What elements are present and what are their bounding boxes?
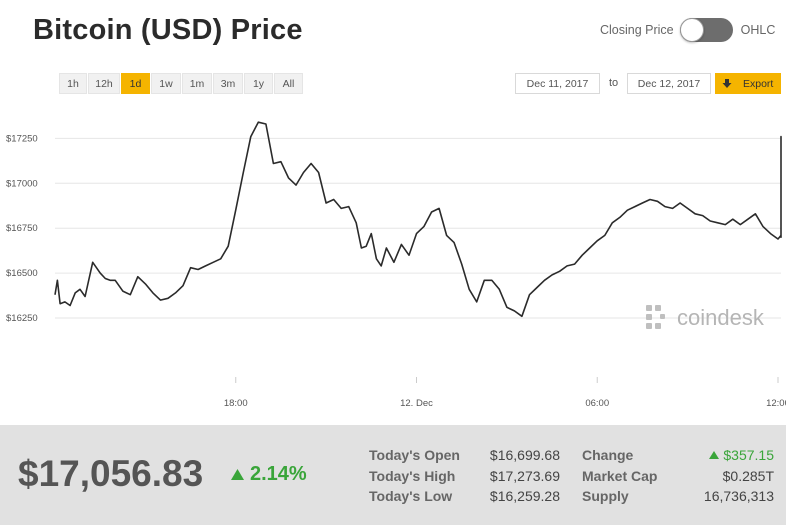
- range-button-1d[interactable]: 1d: [121, 73, 150, 94]
- stat-value-high: $17,273.69: [489, 468, 560, 484]
- stat-label-market-cap: Market Cap: [582, 468, 658, 484]
- stat-value-open: $16,699.68: [489, 447, 560, 463]
- coindesk-logo-icon: [646, 305, 665, 329]
- y-tick-label: $16500: [6, 268, 38, 279]
- stat-value-supply: 16,736,313: [703, 488, 774, 504]
- watermark-text: coindesk: [677, 305, 765, 330]
- stat-value-low: $16,259.28: [489, 488, 560, 504]
- time-range-selector: 1h 12h 1d 1w 1m 3m 1y All: [59, 73, 304, 94]
- range-button-1w[interactable]: 1w: [151, 73, 181, 94]
- range-button-12h[interactable]: 12h: [88, 73, 120, 94]
- ohlc-label: OHLC: [740, 23, 776, 37]
- stat-label-supply: Supply: [582, 488, 629, 504]
- range-button-all[interactable]: All: [274, 73, 303, 94]
- price-mode-toggle: Closing Price OHLC: [600, 18, 775, 42]
- stat-label-open: Today's Open: [369, 447, 460, 463]
- stat-value-change: $357.15: [709, 447, 774, 463]
- price-series-line: [54, 121, 782, 318]
- stat-value-market-cap: $0.285T: [722, 468, 774, 484]
- date-to-separator: to: [609, 77, 619, 89]
- percent-change: 2.14%: [231, 463, 307, 486]
- price-chart: $16250 $16500 $16750 $17000 $17250 18:00 12. …: [6, 121, 786, 409]
- range-button-1h[interactable]: 1h: [59, 73, 87, 94]
- coindesk-watermark: coindesk: [646, 305, 765, 330]
- range-button-1y[interactable]: 1y: [244, 73, 273, 94]
- export-label: Export: [743, 77, 774, 90]
- price-mode-switch[interactable]: [679, 18, 733, 42]
- up-arrow-icon: [709, 451, 720, 459]
- up-arrow-icon: [231, 469, 244, 480]
- range-button-1m[interactable]: 1m: [182, 73, 212, 94]
- range-button-3m[interactable]: 3m: [213, 73, 243, 94]
- stat-label-change: Change: [582, 447, 634, 463]
- closing-price-label: Closing Price: [600, 23, 674, 37]
- current-price: $17,056.83: [18, 453, 204, 494]
- y-axis-ticks: $16250 $16500 $16750 $17000 $17250: [6, 133, 38, 324]
- switch-knob[interactable]: [679, 18, 704, 42]
- page-title: Bitcoin (USD) Price: [33, 14, 303, 46]
- x-tick-label: 12:00: [766, 398, 786, 409]
- y-tick-label: $16250: [6, 313, 38, 324]
- y-tick-label: $17250: [6, 133, 38, 144]
- date-from-input[interactable]: Dec 11, 2017: [515, 73, 600, 94]
- x-axis-ticks: 18:00 12. Dec 06:00 12:00: [224, 377, 786, 409]
- stat-label-high: Today's High: [369, 468, 456, 484]
- y-tick-label: $16750: [6, 223, 38, 234]
- export-button[interactable]: Export: [715, 73, 781, 94]
- stats-panel: $17,056.83 2.14% Today's Open Today's Hi…: [0, 425, 786, 525]
- x-tick-label: 18:00: [224, 398, 248, 409]
- stat-label-low: Today's Low: [369, 488, 453, 504]
- stat-value-change-text: $357.15: [723, 447, 774, 463]
- percent-change-value: 2.14%: [250, 463, 307, 485]
- x-tick-label: 06:00: [585, 398, 609, 409]
- grid-lines: [55, 137, 781, 319]
- download-icon: [722, 78, 732, 88]
- date-to-input[interactable]: Dec 12, 2017: [627, 73, 711, 94]
- x-tick-label: 12. Dec: [400, 398, 433, 409]
- y-tick-label: $17000: [6, 178, 38, 189]
